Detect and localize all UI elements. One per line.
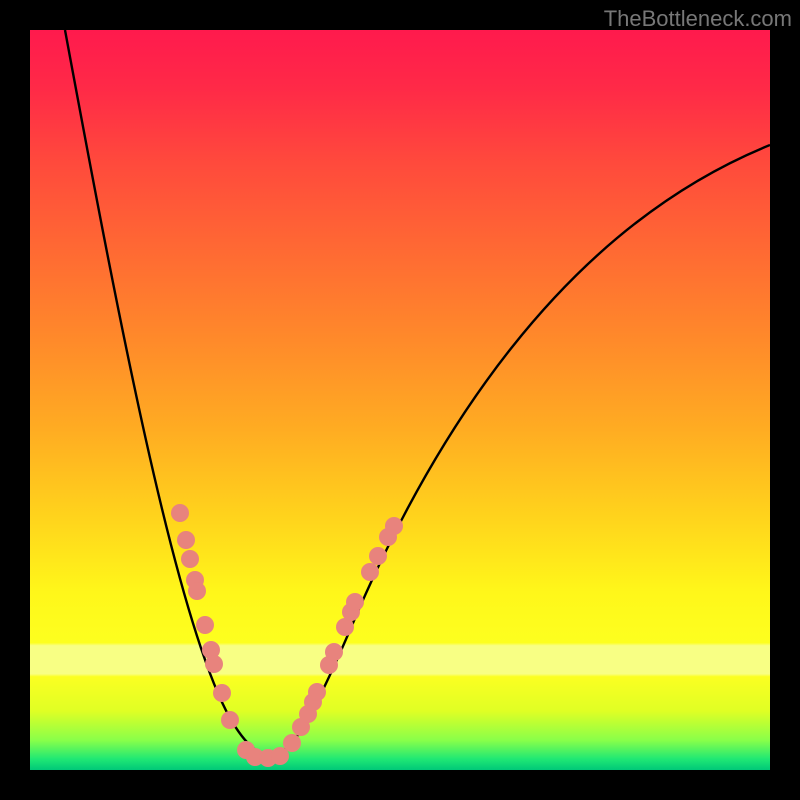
data-marker: [283, 734, 301, 752]
data-marker: [181, 550, 199, 568]
data-marker: [308, 683, 326, 701]
data-marker: [385, 517, 403, 535]
data-marker: [325, 643, 343, 661]
data-marker: [196, 616, 214, 634]
chart-container: TheBottleneck.com: [0, 0, 800, 800]
data-marker: [171, 504, 189, 522]
data-marker: [188, 582, 206, 600]
data-marker: [346, 593, 364, 611]
bottleneck-chart: [0, 0, 800, 800]
data-marker: [221, 711, 239, 729]
watermark-label: TheBottleneck.com: [604, 6, 792, 32]
data-marker: [213, 684, 231, 702]
data-marker: [369, 547, 387, 565]
data-marker: [361, 563, 379, 581]
data-marker: [177, 531, 195, 549]
plot-background: [30, 30, 770, 770]
data-marker: [205, 655, 223, 673]
